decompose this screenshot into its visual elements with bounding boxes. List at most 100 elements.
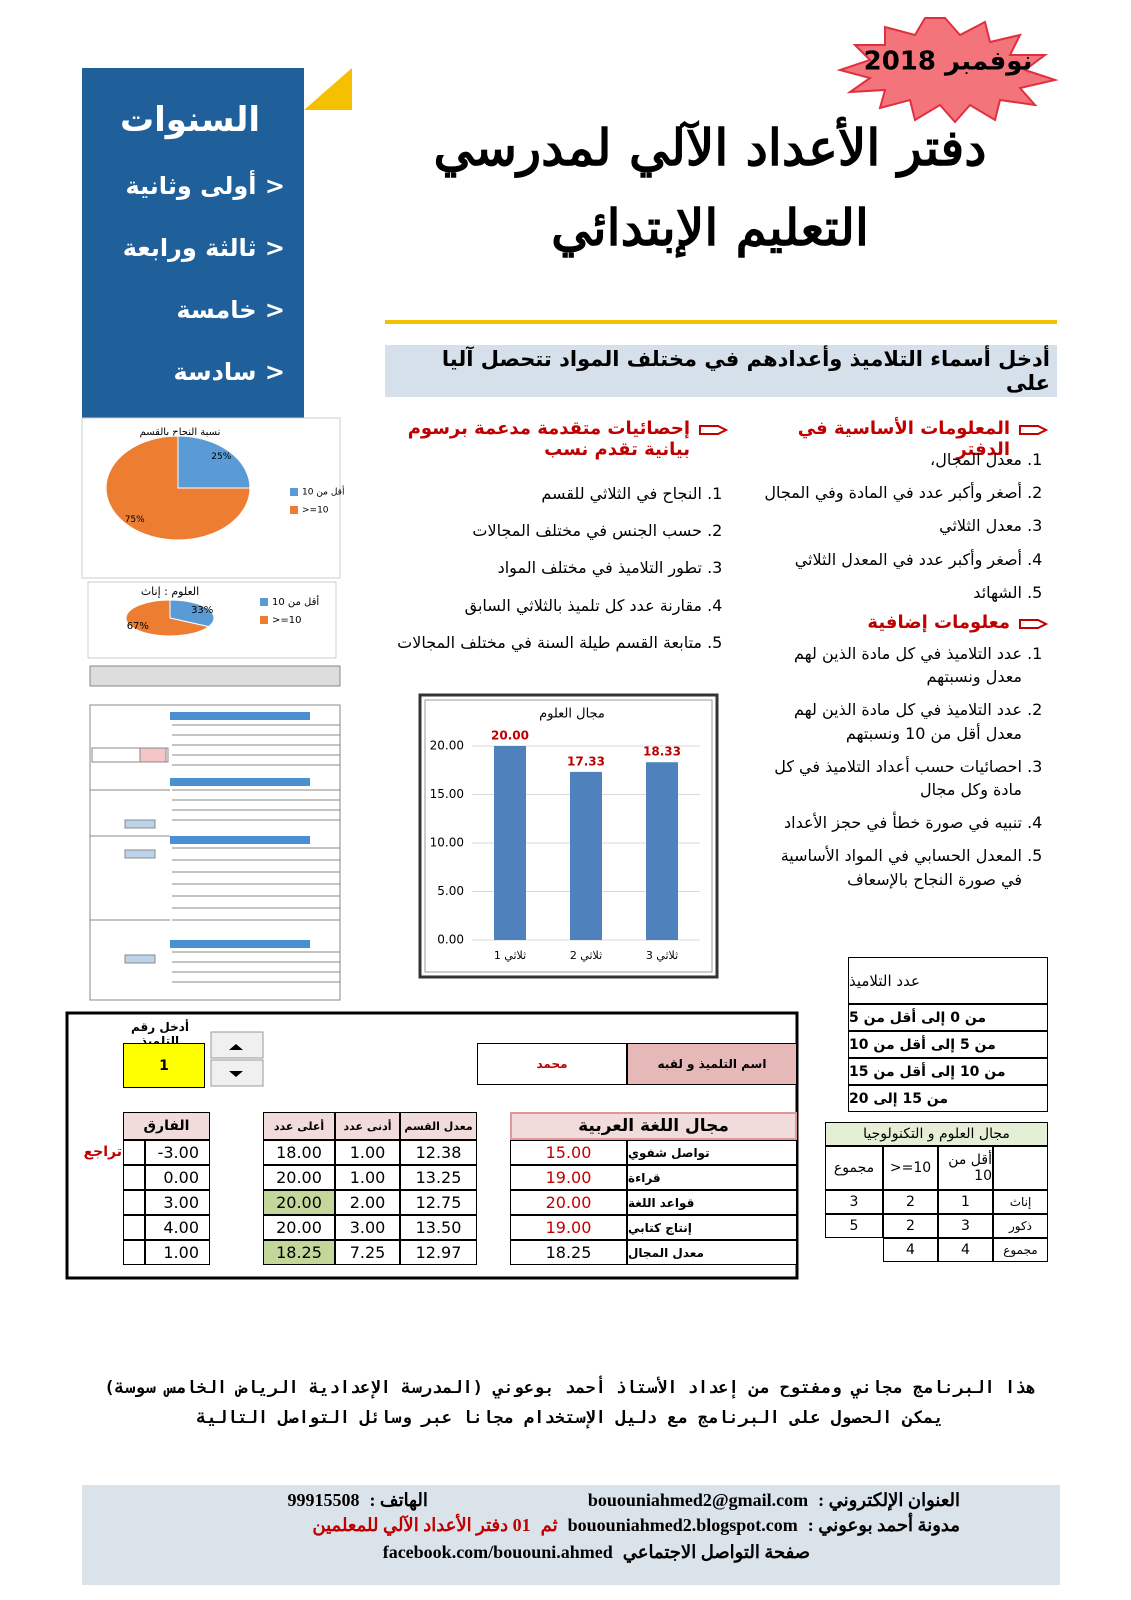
list-item: مقارنة عدد كل تلميذ بالثلاثي السابق — [385, 594, 702, 617]
list-item: معدل المجال، — [760, 448, 1022, 471]
legend-swatch — [290, 506, 298, 514]
score: 15.00 — [510, 1140, 627, 1165]
class-avg: 12.38 — [400, 1140, 477, 1165]
list-item: عدد التلاميذ في كل مادة الذين لهم معدل و… — [760, 642, 1022, 688]
card-frame — [65, 1011, 799, 1280]
table-title: مجال العلوم و التكنولوجيا — [825, 1122, 1048, 1146]
student-number: 1 — [123, 1043, 205, 1088]
name-value: محمد — [477, 1043, 627, 1085]
list-item: الشهائد — [760, 581, 1022, 604]
table-cell: ذكور — [993, 1214, 1048, 1238]
score: 19.00 — [510, 1215, 627, 1240]
pointer-icon — [699, 425, 729, 435]
count-row: من 10 إلى أقل من 15 — [848, 1058, 1048, 1085]
pie-label: 75% — [125, 515, 145, 525]
table-cell: 4 — [883, 1238, 938, 1262]
y-tick-label: 20.00 — [430, 739, 464, 753]
subject: إنتاج كتابي — [627, 1215, 797, 1240]
diff: -3.00 — [145, 1140, 210, 1165]
score: 20.00 — [510, 1190, 627, 1215]
footer-text: مدونة أحمد بوعوني : — [807, 1515, 960, 1535]
y-tick-label: 5.00 — [437, 884, 464, 898]
table-header: مجموع — [825, 1146, 883, 1190]
legend-label: أقل من 10 — [302, 486, 344, 498]
class-avg: 13.25 — [400, 1165, 477, 1190]
legend-swatch — [260, 616, 268, 624]
pie-title: العلوم : إناث — [141, 585, 199, 598]
footer-text: صفحة التواصل الاجتماعي — [622, 1542, 810, 1562]
footer-line: هذا البرنامج مجاني ومفتوح من إعداد الأست… — [104, 1378, 1036, 1398]
x-tick-label: ثلاثي 1 — [494, 949, 526, 962]
legend-label: أقل من 10 — [272, 595, 319, 608]
list-heading: معلومات إضافية — [867, 612, 1010, 633]
min: 1.00 — [335, 1165, 400, 1190]
list-item: تطور التلاميذ في مختلف المواد — [385, 556, 702, 579]
list-item: أصغر وأكبر عدد في المعدل الثلاثي — [760, 548, 1022, 571]
subject: معدل المجال — [627, 1240, 797, 1265]
min: 2.00 — [335, 1190, 400, 1215]
badge-star — [836, 17, 1059, 124]
value-label: 20.00 — [491, 729, 529, 743]
footer-text: الهاتف : — [369, 1490, 428, 1510]
footer-text: العنوان الإلكتروني : — [818, 1490, 960, 1510]
list-item: متابعة القسم طيلة السنة في مختلف المجالا… — [385, 631, 702, 654]
footer-row: مدونة أحمد بوعوني : bououniahmed2.blogspo… — [110, 1515, 960, 1543]
y-tick-label: 0.00 — [437, 933, 464, 947]
sidebar-item: < ثالثة ورابعة — [122, 234, 285, 262]
footer-text: ثم — [540, 1515, 558, 1535]
list-item: المعدل الحسابي في المواد الأساسية في صور… — [760, 844, 1022, 890]
table-cell: مجموع — [993, 1238, 1048, 1262]
icon-cell — [123, 1215, 145, 1240]
max: 18.25 — [263, 1240, 335, 1265]
domain-header: مجال اللغة العربية — [510, 1112, 797, 1140]
intro-box — [385, 345, 1057, 397]
table-cell: 2 — [883, 1214, 938, 1238]
status: تراجع — [83, 1144, 122, 1160]
list-item: النجاح في الثلاثي للقسم — [385, 482, 702, 505]
title-line: دفتر الأعداد الآلي لمدرسي — [433, 118, 987, 177]
icon-cell — [123, 1165, 145, 1190]
legend-label: >=10 — [272, 615, 301, 626]
list-heading: إحصائيات متقدمة مدعمة برسوم بيانية تقدم … — [407, 418, 690, 460]
class-avg: 13.50 — [400, 1215, 477, 1240]
y-tick-label: 10.00 — [430, 836, 464, 850]
chart-title: مجال العلوم — [539, 707, 605, 722]
spin-arrow — [229, 1071, 243, 1077]
max: 20.00 — [263, 1165, 335, 1190]
class-avg: 12.97 — [400, 1240, 477, 1265]
bar — [494, 746, 526, 940]
icon-cell — [123, 1240, 145, 1265]
table-cell: إناث — [993, 1190, 1048, 1214]
list: النجاح في الثلاثي للقسم حسب الجنس في مختل… — [385, 482, 730, 668]
list-item: احصائيات حسب أعداد التلاميذ في كل مادة و… — [760, 755, 1022, 801]
sidebar-item: < سادسة — [173, 358, 285, 386]
table-cell: 1 — [938, 1190, 993, 1214]
sidebar-heading: السنوات — [119, 100, 261, 140]
count-header: عدد التلاميذ — [848, 957, 1048, 1004]
col-header: أعلى عدد — [263, 1112, 335, 1140]
value-label: 18.33 — [643, 745, 681, 759]
max: 20.00 — [263, 1215, 335, 1240]
value-label: 17.33 — [567, 754, 605, 768]
list: معدل المجال، أصغر وأكبر عدد في المادة وفي… — [760, 448, 1050, 614]
max: 18.00 — [263, 1140, 335, 1165]
class-avg: 12.75 — [400, 1190, 477, 1215]
title-line: التعليم الإبتدائي — [551, 198, 869, 257]
sheet-thumbnail — [89, 665, 341, 1001]
table-corner — [993, 1146, 1048, 1190]
footer-line: يمكن الحصول على البرنامج مع دليل الإستخد… — [196, 1408, 944, 1428]
pie-label: 25% — [211, 452, 231, 462]
pointer-icon — [1019, 425, 1049, 435]
spin-arrow — [229, 1044, 243, 1050]
diff: 1.00 — [145, 1240, 210, 1265]
pie-slice — [125, 599, 210, 637]
intro: أدخل أسماء التلاميذ وأعدادهم في مختلف ال… — [441, 347, 1050, 395]
sidebar-item: < خامسة — [176, 296, 285, 324]
footer-text: facebook.com/bououni.ahmed — [382, 1542, 613, 1562]
legend-swatch — [290, 488, 298, 496]
diff: 3.00 — [145, 1190, 210, 1215]
pointer-icon — [1019, 619, 1049, 629]
table-cell: 3 — [825, 1190, 883, 1214]
footer-row: صفحة التواصل الاجتماعي facebook.com/bouou… — [110, 1542, 960, 1570]
